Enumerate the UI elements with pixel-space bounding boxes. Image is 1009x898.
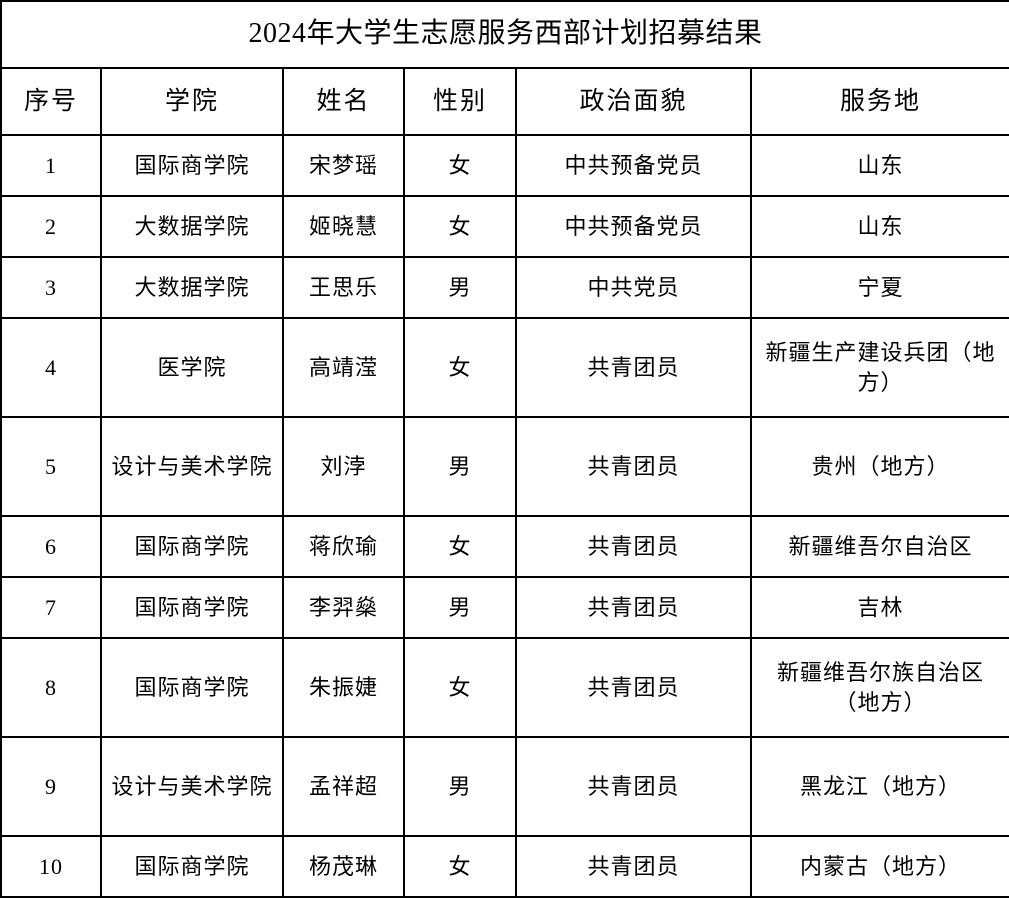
cell-gender: 男 [403, 736, 517, 837]
cell-college: 国际商学院 [100, 835, 284, 898]
cell-place: 贵州（地方） [749, 416, 1009, 517]
cell-college: 设计与美术学院 [100, 416, 284, 517]
cell-name: 朱振婕 [282, 637, 405, 738]
cell-college: 国际商学院 [100, 576, 284, 639]
cell-party: 中共预备党员 [515, 134, 752, 197]
table-row: 5 设计与美术学院 刘浡 男 共青团员 贵州（地方） [0, 416, 1009, 517]
cell-gender: 男 [403, 256, 517, 319]
cell-index: 8 [0, 637, 102, 738]
cell-index: 3 [0, 256, 102, 319]
column-header-name: 姓名 [282, 67, 405, 136]
cell-gender: 女 [403, 515, 517, 578]
cell-name: 宋梦瑶 [282, 134, 405, 197]
table-row: 6 国际商学院 蒋欣瑜 女 共青团员 新疆维吾尔自治区 [0, 515, 1009, 578]
column-header-college: 学院 [100, 67, 284, 136]
cell-party: 共青团员 [515, 637, 752, 738]
cell-college: 国际商学院 [100, 637, 284, 738]
cell-college: 大数据学院 [100, 195, 284, 258]
cell-gender: 男 [403, 576, 517, 639]
cell-college: 大数据学院 [100, 256, 284, 319]
cell-index: 1 [0, 134, 102, 197]
title-row: 2024年大学生志愿服务西部计划招募结果 [0, 0, 1009, 69]
table-row: 4 医学院 高靖滢 女 共青团员 新疆生产建设兵团（地方） [0, 317, 1009, 418]
cell-gender: 女 [403, 195, 517, 258]
cell-name: 高靖滢 [282, 317, 405, 418]
cell-place: 黑龙江（地方） [749, 736, 1009, 837]
cell-name: 杨茂琳 [282, 835, 405, 898]
cell-party: 共青团员 [515, 416, 752, 517]
cell-name: 王思乐 [282, 256, 405, 319]
table-row: 7 国际商学院 李羿燊 男 共青团员 吉林 [0, 576, 1009, 639]
table-header-row: 序号 学院 姓名 性别 政治面貌 服务地 [0, 67, 1009, 136]
cell-name: 李羿燊 [282, 576, 405, 639]
cell-place: 吉林 [749, 576, 1009, 639]
table-row: 2 大数据学院 姬晓慧 女 中共预备党员 山东 [0, 195, 1009, 258]
cell-index: 2 [0, 195, 102, 258]
cell-index: 4 [0, 317, 102, 418]
cell-college: 医学院 [100, 317, 284, 418]
cell-party: 共青团员 [515, 736, 752, 837]
column-header-gender: 性别 [403, 67, 517, 136]
cell-place: 宁夏 [749, 256, 1009, 319]
cell-index: 5 [0, 416, 102, 517]
cell-gender: 女 [403, 637, 517, 738]
cell-place: 山东 [749, 195, 1009, 258]
cell-party: 中共党员 [515, 256, 752, 319]
cell-place: 山东 [749, 134, 1009, 197]
table-row: 10 国际商学院 杨茂琳 女 共青团员 内蒙古（地方） [0, 835, 1009, 898]
cell-name: 蒋欣瑜 [282, 515, 405, 578]
cell-place: 新疆维吾尔族自治区（地方） [749, 637, 1009, 738]
cell-gender: 女 [403, 835, 517, 898]
cell-gender: 男 [403, 416, 517, 517]
cell-name: 姬晓慧 [282, 195, 405, 258]
table-row: 9 设计与美术学院 孟祥超 男 共青团员 黑龙江（地方） [0, 736, 1009, 837]
cell-index: 6 [0, 515, 102, 578]
cell-college: 国际商学院 [100, 134, 284, 197]
column-header-party: 政治面貌 [515, 67, 752, 136]
cell-index: 9 [0, 736, 102, 837]
column-header-place: 服务地 [749, 67, 1009, 136]
cell-party: 中共预备党员 [515, 195, 752, 258]
table-row: 3 大数据学院 王思乐 男 中共党员 宁夏 [0, 256, 1009, 319]
cell-party: 共青团员 [515, 515, 752, 578]
cell-name: 刘浡 [282, 416, 405, 517]
cell-college: 设计与美术学院 [100, 736, 284, 837]
cell-place: 新疆生产建设兵团（地方） [749, 317, 1009, 418]
cell-gender: 女 [403, 317, 517, 418]
cell-name: 孟祥超 [282, 736, 405, 837]
cell-college: 国际商学院 [100, 515, 284, 578]
table-row: 8 国际商学院 朱振婕 女 共青团员 新疆维吾尔族自治区（地方） [0, 637, 1009, 738]
column-header-index: 序号 [0, 67, 102, 136]
cell-gender: 女 [403, 134, 517, 197]
cell-index: 7 [0, 576, 102, 639]
document-title: 2024年大学生志愿服务西部计划招募结果 [0, 0, 1009, 69]
table-row: 1 国际商学院 宋梦瑶 女 中共预备党员 山东 [0, 134, 1009, 197]
cell-place: 内蒙古（地方） [749, 835, 1009, 898]
cell-party: 共青团员 [515, 576, 752, 639]
cell-party: 共青团员 [515, 317, 752, 418]
cell-place: 新疆维吾尔自治区 [749, 515, 1009, 578]
cell-index: 10 [0, 835, 102, 898]
cell-party: 共青团员 [515, 835, 752, 898]
